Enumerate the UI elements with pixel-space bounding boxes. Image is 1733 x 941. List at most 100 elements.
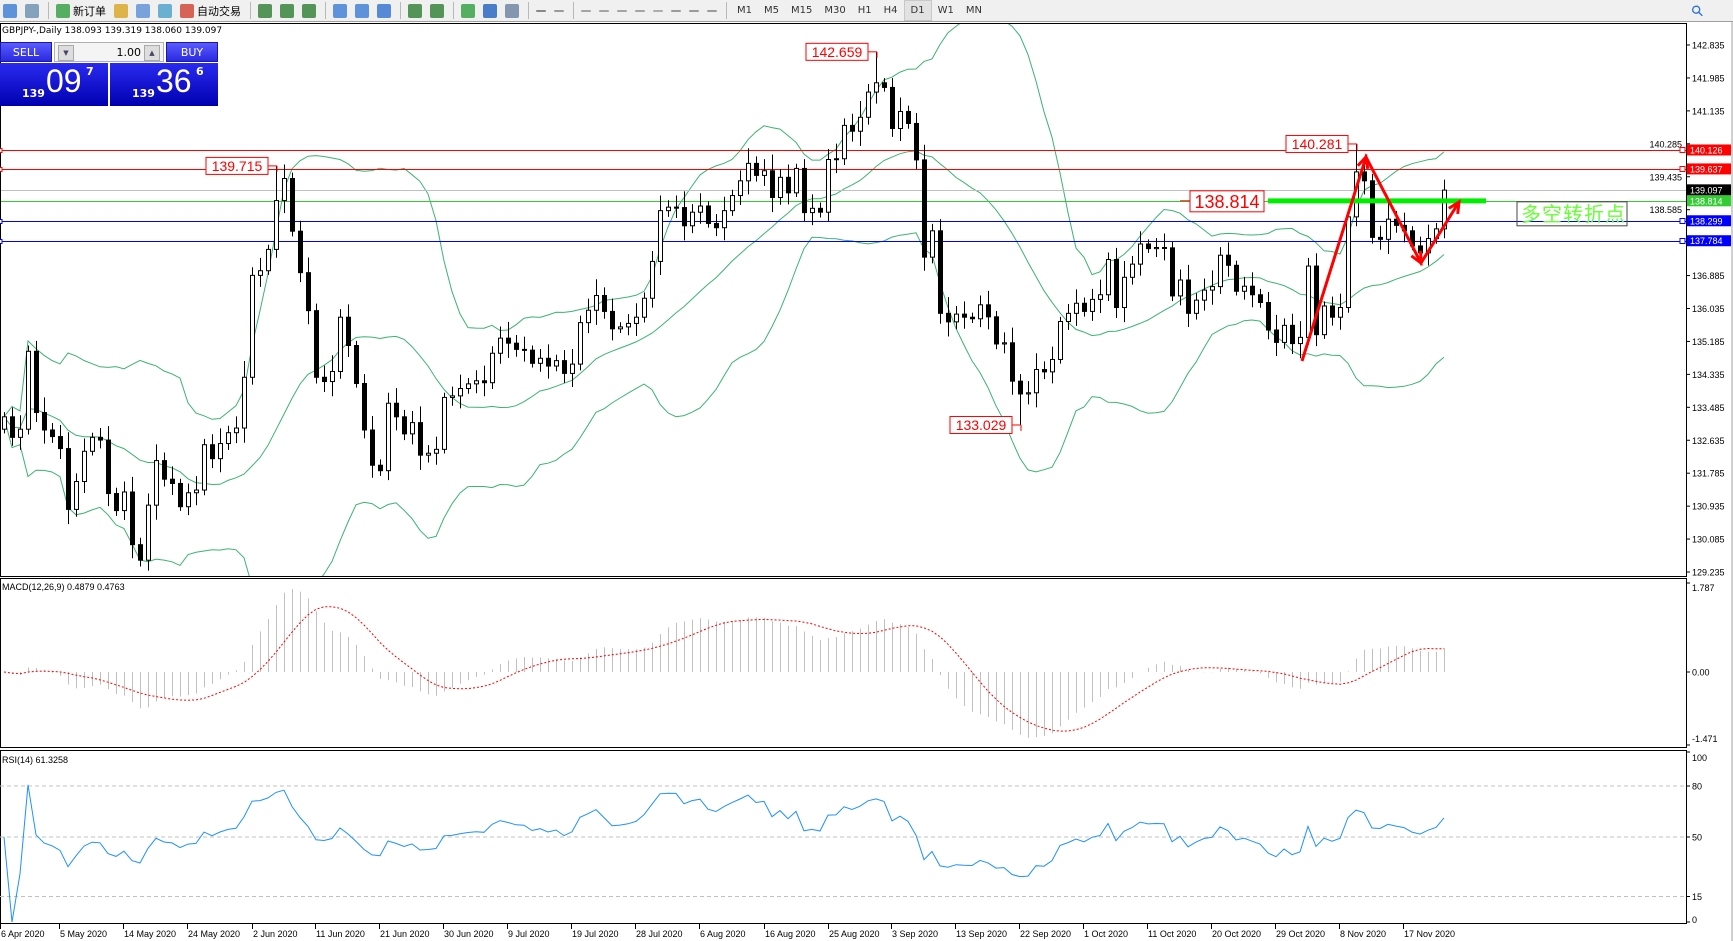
price-label-box[interactable]	[805, 42, 869, 61]
candle-body-bear	[306, 272, 311, 312]
candle	[946, 297, 951, 337]
lot-decrease-icon[interactable]: ▼	[58, 45, 74, 61]
buy-button[interactable]: BUY	[166, 42, 218, 62]
candle-body-bull	[626, 322, 631, 328]
trendline-button[interactable]	[614, 1, 630, 20]
candle	[1122, 261, 1127, 323]
timeframe-mn[interactable]: MN	[965, 5, 982, 16]
candle-body-bear	[906, 110, 911, 124]
new-chart-button[interactable]	[0, 1, 20, 20]
candle	[810, 194, 815, 226]
candle-body-bear	[890, 86, 895, 130]
zoom-out-button[interactable]	[352, 1, 372, 20]
crosshair-button[interactable]	[551, 1, 567, 20]
lot-increase-icon[interactable]: ▲	[144, 45, 160, 61]
timeframe-m30[interactable]: M30	[824, 5, 846, 16]
candle-body-bull	[834, 158, 839, 161]
periods-button[interactable]	[480, 1, 500, 20]
text-button[interactable]	[668, 1, 684, 20]
profiles-button[interactable]	[22, 1, 42, 20]
buy-big-figure: 139	[132, 87, 155, 100]
candle-body-bear	[314, 310, 319, 378]
zoom-in-button[interactable]	[330, 1, 350, 20]
line-handle[interactable]	[0, 148, 3, 153]
candle-body-bull	[466, 383, 471, 390]
price-label-box[interactable]	[949, 415, 1013, 434]
date-label: 24 May 2020	[188, 929, 240, 939]
vertical-line-icon	[581, 9, 591, 12]
line-handle[interactable]	[1679, 147, 1686, 153]
candle	[506, 321, 511, 358]
templates-button[interactable]	[502, 1, 522, 20]
indicators-button[interactable]	[458, 1, 478, 20]
candle	[242, 361, 247, 443]
candle	[578, 315, 583, 371]
candle	[122, 481, 127, 520]
sell-button[interactable]: SELL	[0, 42, 52, 62]
vertical-line-button[interactable]	[578, 1, 594, 20]
signals-button[interactable]	[155, 1, 175, 20]
equidistant-channel-button[interactable]	[632, 1, 648, 20]
lot-value[interactable]: 1.00	[116, 46, 142, 59]
timeframe-m15[interactable]: M15	[791, 5, 813, 16]
line-chart-button[interactable]	[299, 1, 319, 20]
timeframe-m1[interactable]: M1	[737, 5, 752, 16]
metaeditor-button[interactable]	[111, 1, 131, 20]
pivot-label-box[interactable]	[1189, 190, 1265, 213]
cursor-button[interactable]	[533, 1, 549, 20]
buy-price[interactable]: 139 36 6	[110, 63, 218, 106]
timeframe-d1[interactable]: D1	[903, 0, 932, 21]
annotation-box[interactable]	[1516, 201, 1628, 227]
timeframe-h1[interactable]: H1	[857, 5, 872, 16]
chart-shift-button[interactable]	[427, 1, 447, 20]
toolbar-separator	[528, 2, 529, 19]
timeframe-h4[interactable]: H4	[883, 5, 898, 16]
candle-body-bull	[1098, 294, 1103, 300]
candle-body-bear	[706, 205, 711, 224]
candle	[1242, 276, 1247, 300]
text-label-button[interactable]	[686, 1, 702, 20]
line-handle[interactable]	[1679, 238, 1686, 244]
auto-trading-button[interactable]: 自动交易	[177, 1, 244, 20]
candle	[2, 412, 7, 434]
sell-price[interactable]: 139 09 7	[0, 63, 108, 106]
candle-body-bull	[954, 313, 959, 323]
candle-body-bull	[426, 452, 431, 456]
arrows-button[interactable]	[704, 1, 720, 20]
candle-body-bear	[354, 345, 359, 384]
price-label-box[interactable]	[1285, 134, 1349, 153]
candle-body-bull	[1346, 216, 1351, 309]
candle-body-bull	[658, 210, 663, 262]
fibonacci-button[interactable]	[650, 1, 666, 20]
candle	[1130, 255, 1135, 285]
timeframe-w1[interactable]: W1	[937, 5, 954, 16]
line-handle[interactable]	[1679, 218, 1686, 224]
horizontal-line-button[interactable]	[596, 1, 612, 20]
timeframe-m5[interactable]: M5	[764, 5, 779, 16]
market-watch-button[interactable]	[133, 1, 153, 20]
candle-body-bear	[1186, 279, 1191, 314]
candle	[1338, 293, 1343, 330]
tile-windows-button[interactable]	[374, 1, 394, 20]
candle	[314, 303, 319, 384]
line-handle[interactable]	[0, 219, 3, 224]
line-handle[interactable]	[1679, 166, 1686, 172]
templates-icon	[505, 3, 519, 18]
candle	[194, 476, 199, 506]
candle-body-bear	[530, 349, 535, 364]
zigzag-arrow[interactable]	[1300, 153, 1461, 362]
line-handle[interactable]	[0, 239, 3, 244]
lot-size-input[interactable]: ▼ 1.00 ▲	[54, 42, 164, 62]
bar-chart-button[interactable]	[255, 1, 275, 20]
candle-body-bear	[34, 350, 39, 414]
candle	[962, 301, 967, 329]
price-label-box[interactable]	[205, 156, 269, 175]
price-label-text: 142.659	[812, 44, 863, 60]
candlestick-button[interactable]	[277, 1, 297, 20]
autoscroll-button[interactable]	[405, 1, 425, 20]
arrowhead-icon	[1410, 250, 1423, 267]
line-handle[interactable]	[0, 167, 3, 172]
candle-body-bull	[1282, 324, 1287, 343]
new-order-button[interactable]: 新订单	[53, 1, 109, 20]
candle	[818, 202, 823, 218]
